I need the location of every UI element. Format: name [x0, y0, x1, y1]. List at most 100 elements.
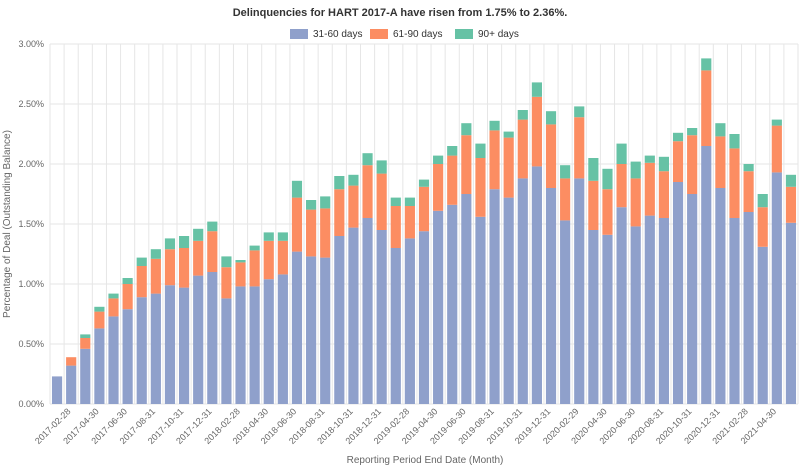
bar-61-90[interactable]	[672, 141, 684, 182]
legend-item-90-plus[interactable]: 90+ days	[455, 29, 519, 40]
bar-31-60[interactable]	[390, 248, 401, 404]
bar-61-90[interactable]	[277, 240, 288, 275]
bar-90-plus[interactable]	[263, 232, 274, 241]
bar-61-90[interactable]	[80, 338, 91, 349]
bar-31-60[interactable]	[376, 230, 387, 404]
bar-90-plus[interactable]	[235, 260, 246, 263]
bar-61-90[interactable]	[320, 208, 331, 258]
bar-31-60[interactable]	[193, 275, 204, 404]
bar-61-90[interactable]	[235, 262, 246, 287]
bar-31-60[interactable]	[108, 316, 119, 404]
bar-61-90[interactable]	[560, 178, 571, 221]
bar-90-plus[interactable]	[574, 106, 585, 118]
bar-31-60[interactable]	[687, 194, 698, 404]
bar-31-60[interactable]	[94, 328, 105, 404]
bar-90-plus[interactable]	[277, 232, 288, 241]
bar-31-60[interactable]	[644, 215, 655, 404]
bar-61-90[interactable]	[644, 162, 655, 216]
bar-90-plus[interactable]	[701, 58, 712, 71]
bar-31-60[interactable]	[771, 172, 782, 404]
bar-90-plus[interactable]	[475, 143, 486, 158]
bar-31-60[interactable]	[475, 216, 486, 404]
bar-61-90[interactable]	[729, 148, 740, 218]
bar-90-plus[interactable]	[291, 180, 303, 198]
bar-31-60[interactable]	[574, 178, 585, 404]
bar-61-90[interactable]	[447, 155, 458, 205]
bar-61-90[interactable]	[164, 249, 176, 286]
bar-61-90[interactable]	[136, 266, 147, 298]
bar-61-90[interactable]	[545, 124, 557, 188]
bar-31-60[interactable]	[588, 230, 599, 404]
bar-90-plus[interactable]	[785, 174, 797, 187]
bar-31-60[interactable]	[334, 236, 345, 404]
bar-31-60[interactable]	[517, 178, 528, 404]
bar-31-60[interactable]	[291, 251, 303, 404]
bar-90-plus[interactable]	[503, 131, 514, 138]
bar-31-60[interactable]	[418, 231, 430, 404]
bar-31-60[interactable]	[616, 207, 627, 404]
legend-item-61-90[interactable]: 61-90 days	[370, 29, 442, 40]
bar-31-60[interactable]	[362, 218, 373, 404]
bar-31-60[interactable]	[701, 146, 712, 404]
bar-61-90[interactable]	[376, 173, 387, 230]
bar-61-90[interactable]	[715, 136, 726, 188]
bar-90-plus[interactable]	[207, 221, 218, 232]
bar-90-plus[interactable]	[320, 196, 331, 209]
bar-31-60[interactable]	[785, 222, 797, 404]
bar-90-plus[interactable]	[193, 228, 204, 241]
bar-31-60[interactable]	[630, 226, 641, 404]
legend-item-31-60[interactable]: 31-60 days	[290, 29, 362, 40]
bar-90-plus[interactable]	[489, 120, 500, 131]
bar-31-60[interactable]	[757, 246, 768, 404]
bar-90-plus[interactable]	[588, 158, 599, 181]
bar-31-60[interactable]	[263, 279, 274, 404]
bar-31-60[interactable]	[136, 297, 147, 404]
bar-61-90[interactable]	[489, 130, 500, 190]
bar-61-90[interactable]	[150, 258, 161, 294]
bar-61-90[interactable]	[602, 189, 613, 235]
bar-61-90[interactable]	[616, 164, 627, 208]
bar-61-90[interactable]	[574, 117, 585, 179]
bar-61-90[interactable]	[475, 158, 486, 217]
bar-31-60[interactable]	[235, 286, 246, 404]
bar-90-plus[interactable]	[630, 161, 641, 179]
bar-31-60[interactable]	[164, 285, 176, 404]
bar-31-60[interactable]	[207, 272, 218, 404]
bar-90-plus[interactable]	[757, 194, 768, 208]
bar-90-plus[interactable]	[433, 155, 444, 164]
bar-90-plus[interactable]	[249, 245, 260, 251]
bar-90-plus[interactable]	[122, 278, 133, 284]
bar-90-plus[interactable]	[644, 155, 655, 163]
bar-31-60[interactable]	[178, 287, 190, 404]
bar-31-60[interactable]	[658, 218, 670, 404]
bar-90-plus[interactable]	[390, 197, 401, 206]
bar-90-plus[interactable]	[178, 236, 190, 248]
bar-90-plus[interactable]	[672, 132, 684, 142]
bar-90-plus[interactable]	[545, 111, 557, 125]
bar-31-60[interactable]	[545, 188, 557, 404]
bar-31-60[interactable]	[249, 286, 260, 404]
bar-90-plus[interactable]	[221, 256, 232, 268]
bar-61-90[interactable]	[306, 209, 317, 257]
bar-90-plus[interactable]	[108, 293, 119, 299]
bar-61-90[interactable]	[122, 284, 133, 310]
bar-90-plus[interactable]	[80, 334, 91, 338]
bar-61-90[interactable]	[178, 248, 190, 288]
bar-31-60[interactable]	[729, 218, 740, 404]
bar-61-90[interactable]	[461, 135, 472, 194]
bar-61-90[interactable]	[66, 357, 77, 366]
bar-61-90[interactable]	[658, 171, 670, 218]
bar-90-plus[interactable]	[362, 153, 373, 166]
bar-90-plus[interactable]	[461, 123, 472, 136]
bar-31-60[interactable]	[80, 348, 91, 404]
bar-31-60[interactable]	[447, 204, 458, 404]
bar-90-plus[interactable]	[418, 179, 430, 187]
bar-90-plus[interactable]	[348, 174, 359, 186]
bar-90-plus[interactable]	[729, 134, 740, 149]
bar-61-90[interactable]	[348, 185, 359, 228]
bar-61-90[interactable]	[630, 178, 641, 227]
bar-31-60[interactable]	[489, 189, 500, 404]
bar-61-90[interactable]	[771, 125, 782, 173]
bar-61-90[interactable]	[404, 206, 415, 239]
bar-90-plus[interactable]	[658, 156, 670, 172]
